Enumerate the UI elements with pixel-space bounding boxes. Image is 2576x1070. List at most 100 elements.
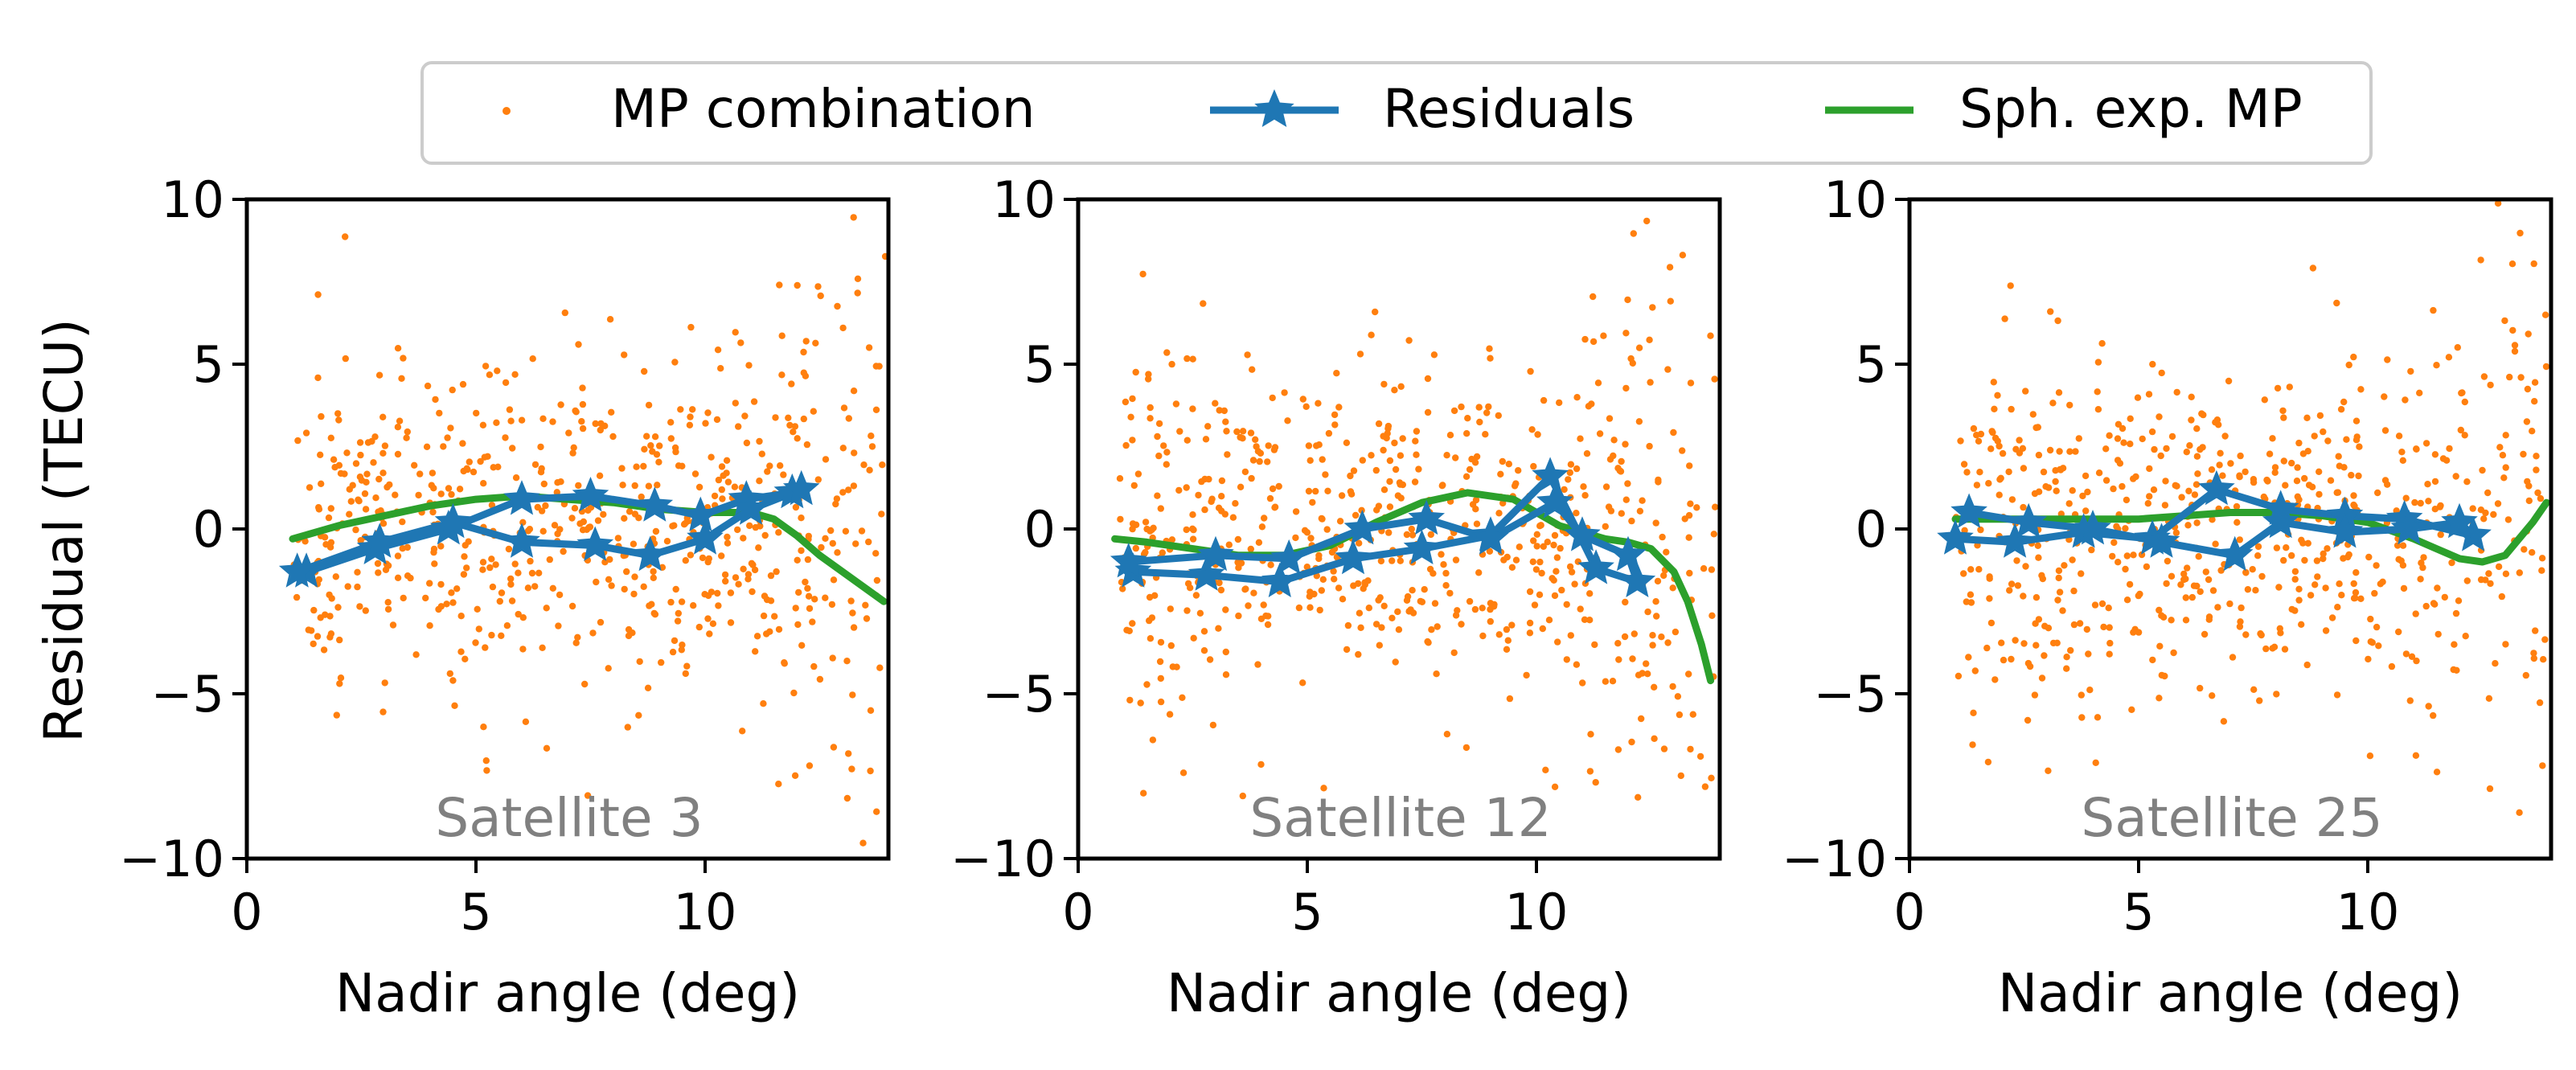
scatter-point bbox=[678, 646, 685, 654]
scatter-point bbox=[2088, 546, 2095, 554]
scatter-point bbox=[448, 490, 455, 498]
scatter-point bbox=[2375, 642, 2382, 650]
scatter-point bbox=[2145, 391, 2153, 398]
y-tick-label: 0 bbox=[1024, 500, 1056, 559]
scatter-point bbox=[2019, 445, 2027, 452]
scatter-point bbox=[2128, 706, 2135, 713]
scatter-point bbox=[2024, 659, 2032, 667]
scatter-point bbox=[2333, 299, 2340, 307]
scatter-point bbox=[2229, 654, 2237, 661]
scatter-point bbox=[1397, 383, 1405, 390]
scatter-point bbox=[1602, 523, 1610, 531]
scatter-point bbox=[1581, 335, 1589, 343]
scatter-point bbox=[2063, 654, 2070, 661]
scatter-point bbox=[2487, 381, 2494, 389]
scatter-point bbox=[621, 585, 628, 593]
residual-star-marker bbox=[1188, 555, 1225, 591]
scatter-point bbox=[1639, 497, 1646, 504]
scatter-point bbox=[2496, 444, 2504, 451]
scatter-point bbox=[1167, 605, 1175, 613]
scatter-point bbox=[2291, 568, 2299, 576]
scatter-point bbox=[805, 592, 813, 600]
scatter-point bbox=[1573, 465, 1581, 473]
scatter-point bbox=[498, 632, 505, 639]
scatter-point bbox=[804, 584, 811, 592]
scatter-point bbox=[2314, 573, 2321, 580]
scatter-point bbox=[1635, 344, 1643, 351]
scatter-point bbox=[557, 478, 564, 486]
scatter-point bbox=[635, 711, 642, 719]
scatter-point bbox=[2172, 529, 2180, 536]
scatter-point bbox=[624, 724, 631, 731]
scatter-point bbox=[2274, 384, 2282, 392]
scatter-point bbox=[1508, 564, 1516, 571]
scatter-point bbox=[2054, 596, 2061, 604]
residual-star-marker bbox=[2216, 535, 2254, 572]
scatter-point bbox=[2032, 594, 2041, 601]
x-tick-label: 5 bbox=[460, 883, 491, 941]
scatter-point bbox=[2116, 460, 2124, 467]
scatter-point bbox=[1250, 589, 1257, 596]
scatter-point bbox=[859, 839, 867, 847]
scatter-point bbox=[704, 592, 712, 600]
scatter-point bbox=[1156, 658, 1164, 666]
scatter-point bbox=[1394, 492, 1402, 499]
residuals-line bbox=[1128, 472, 1641, 586]
scatter-point bbox=[2032, 424, 2040, 432]
scatter-point bbox=[1622, 330, 1630, 337]
scatter-point bbox=[2313, 557, 2321, 564]
scatter-point bbox=[1397, 481, 1404, 488]
scatter-point bbox=[704, 409, 712, 416]
scatter-point bbox=[2536, 699, 2544, 707]
scatter-point bbox=[1392, 465, 1400, 474]
x-tick-label: 5 bbox=[1291, 883, 1323, 941]
scatter-point bbox=[2212, 419, 2219, 426]
scatter-point bbox=[1700, 565, 1708, 572]
scatter-point bbox=[1482, 431, 1489, 438]
scatter-point bbox=[2457, 426, 2464, 434]
scatter-point bbox=[483, 767, 490, 774]
scatter-point bbox=[1418, 598, 1426, 605]
scatter-point bbox=[2384, 481, 2391, 488]
scatter-point bbox=[2182, 617, 2190, 624]
scatter-point bbox=[1260, 601, 1267, 609]
scatter-point bbox=[1515, 467, 1522, 474]
scatter-point bbox=[724, 533, 731, 541]
scatter-point bbox=[2443, 457, 2451, 464]
scatter-point bbox=[854, 289, 861, 297]
scatter-point bbox=[1117, 515, 1124, 523]
scatter-point bbox=[1558, 586, 1565, 594]
scatter-point bbox=[2032, 642, 2040, 649]
scatter-point bbox=[342, 233, 349, 240]
scatter-point bbox=[2001, 315, 2008, 322]
scatter-point bbox=[352, 526, 359, 534]
scatter-point bbox=[2168, 617, 2175, 624]
scatter-point bbox=[2305, 482, 2313, 489]
scatter-point bbox=[867, 707, 875, 714]
scatter-point bbox=[2280, 556, 2287, 564]
scatter-point bbox=[2433, 362, 2440, 369]
scatter-point bbox=[811, 596, 818, 603]
scatter-point bbox=[1996, 442, 2003, 450]
scatter-point bbox=[2119, 424, 2127, 433]
scatter-point bbox=[1139, 270, 1146, 278]
scatter-point bbox=[865, 538, 872, 546]
scatter-point bbox=[2041, 652, 2048, 659]
scatter-point bbox=[1563, 656, 1571, 663]
scatter-point bbox=[1421, 586, 1428, 593]
scatter-point bbox=[863, 615, 871, 622]
scatter-point bbox=[1201, 506, 1208, 514]
scatter-point bbox=[331, 464, 338, 471]
scatter-point bbox=[470, 468, 478, 476]
scatter-point bbox=[1361, 581, 1369, 588]
scatter-point bbox=[2541, 311, 2549, 318]
scatter-point bbox=[1551, 592, 1559, 600]
scatter-point bbox=[2102, 445, 2110, 453]
scatter-point bbox=[1265, 613, 1272, 620]
scatter-point bbox=[459, 380, 467, 388]
scatter-point bbox=[1217, 586, 1225, 594]
scatter-point bbox=[842, 527, 850, 535]
